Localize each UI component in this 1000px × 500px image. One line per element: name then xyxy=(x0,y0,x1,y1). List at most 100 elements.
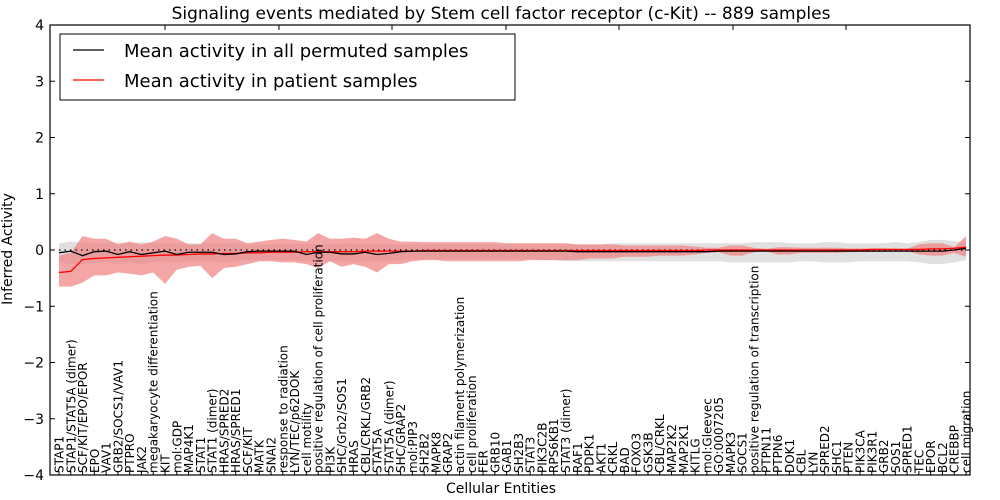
y-axis: −4 −3 −2 −1 0 1 2 3 4 xyxy=(23,18,970,484)
x-tick-label: PIK3CA xyxy=(853,429,867,473)
x-tick-label: GAB1 xyxy=(500,440,514,473)
x-tick-label: STAP1/STAT5A (dimer) xyxy=(64,339,78,473)
y-tick-label: −3 xyxy=(23,412,44,428)
x-tick-label: LYN/TEC/p62DOK xyxy=(288,370,302,473)
x-tick-label: HRAS xyxy=(347,440,361,473)
x-tick-label: GRB10 xyxy=(488,432,502,473)
x-tick-label: CBL/CRKL xyxy=(653,414,667,473)
x-tick-label: STAT5A xyxy=(371,428,385,473)
lines-group xyxy=(58,246,967,274)
x-tick-label: HRAS/SPRED1 xyxy=(229,389,243,473)
x-tick-label: PIK3C2B xyxy=(535,422,549,473)
x-tick-label: MAP4K1 xyxy=(182,424,196,473)
x-tick-label: HRAS/SPRED2 xyxy=(217,389,231,473)
x-tick-label: KITLG xyxy=(689,438,703,473)
x-tick-label: EPO xyxy=(88,449,102,473)
legend: Mean activity in all permuted samples Me… xyxy=(59,33,516,101)
x-tick-label: positive regulation of transcription xyxy=(747,266,761,473)
x-tick-label: PI3K xyxy=(323,446,337,473)
x-tick-label: DOK1 xyxy=(783,439,797,473)
x-tick-label: SCF/KIT/EPO/EPOR xyxy=(76,362,90,473)
x-tick-label: GO:0007205 xyxy=(712,397,726,473)
x-tick-label: RPS6KB1 xyxy=(547,418,561,473)
x-tick-label: response to radiation xyxy=(276,345,290,473)
plot-frame xyxy=(49,24,971,476)
y-tick-label: 2 xyxy=(35,131,44,147)
x-tick-label: VAV1 xyxy=(100,442,114,473)
x-tick-label: STAT3 xyxy=(524,437,538,473)
bands-group xyxy=(59,233,966,287)
x-tick-label: PIK3R1 xyxy=(865,431,879,473)
x-tick-label: PDPK1 xyxy=(583,434,597,473)
x-tick-label: STAT3 (dimer) xyxy=(559,389,573,473)
x-tick-label: positive regulation of cell proliferatio… xyxy=(312,244,326,473)
x-axis-label: Cellular Entities xyxy=(446,481,556,497)
y-tick-label: −2 xyxy=(23,356,44,372)
x-tick-label: mol:Gleevec xyxy=(700,398,714,473)
x-tick-label: JAK2 xyxy=(135,446,149,474)
x-tick-label: PTEN xyxy=(842,442,856,473)
chart-title: Signaling events mediated by Stem cell f… xyxy=(172,4,831,24)
x-tick-label: FOXO3 xyxy=(630,433,644,473)
y-tick-label: 3 xyxy=(35,74,44,90)
x-tick-label: SH2B2 xyxy=(418,433,432,473)
x-tick-label: SHC/GRAP2 xyxy=(394,404,408,473)
x-tick-label: MATK xyxy=(253,439,267,473)
x-tick-label: KIT xyxy=(159,454,173,473)
x-tick-label: BCL2 xyxy=(936,442,950,473)
x-tick-label: MAPK3 xyxy=(724,432,738,473)
x-tick-label: CBL xyxy=(795,449,809,473)
x-tick-label: CREBBP xyxy=(948,425,962,473)
y-axis-label: Inferred Activity xyxy=(0,193,16,305)
x-tick-label: SHC1 xyxy=(830,440,844,473)
y-tick-label: −1 xyxy=(23,299,44,315)
x-tick-label: megakaryocyte differentiation xyxy=(147,291,161,473)
legend-label-permuted: Mean activity in all permuted samples xyxy=(124,41,468,62)
x-tick-label: SH2B3 xyxy=(512,433,526,473)
x-tick-label: SOS1 xyxy=(889,441,903,473)
y-tick-label: −4 xyxy=(23,468,44,484)
x-tick-label: PTPN11 xyxy=(759,427,773,473)
x-tick-label: GRB2/SOCS1/VAV1 xyxy=(111,360,125,473)
x-tick-label: mol:PIP3 xyxy=(406,421,420,473)
y-tick-label: 0 xyxy=(35,243,44,259)
y-tick-label: 4 xyxy=(35,18,44,34)
x-tick-label: PTPN6 xyxy=(771,435,785,473)
permuted-mean-line xyxy=(58,247,967,257)
x-tick-label: BAD xyxy=(618,447,632,473)
x-tick-label: cell proliferation xyxy=(465,375,479,473)
x-tick-label: TEC xyxy=(912,450,926,474)
x-tick-label: STAT1 xyxy=(194,437,208,473)
x-tick-label: STAP1 xyxy=(53,436,67,473)
x-tick-label: PTPRO xyxy=(123,433,137,473)
x-tick-label: MAP2K1 xyxy=(677,424,691,473)
x-tick-label: SPRED1 xyxy=(901,425,915,473)
x-tick-label: GRAP2 xyxy=(441,433,455,473)
x-tick-label: EPOR xyxy=(924,440,938,473)
x-tick-label: STAT1 (dimer) xyxy=(206,389,220,473)
x-tick-label: SOCS1 xyxy=(736,432,750,473)
x-tick-label: MAPK8 xyxy=(429,432,443,473)
legend-box xyxy=(59,33,516,101)
x-tick-label: AKT1 xyxy=(594,443,608,473)
patient-band xyxy=(59,233,966,287)
x-tick-label: cell motility xyxy=(300,403,314,473)
x-tick-label: RAF1 xyxy=(571,442,585,473)
x-tick-label: cell migration xyxy=(960,391,974,473)
x-tick-label: GRB2 xyxy=(877,439,891,473)
x-tick-label: STAT5A (dimer) xyxy=(382,380,396,473)
x-tick-label: MAP2K2 xyxy=(665,424,679,473)
x-tick-label: LYN xyxy=(806,452,820,473)
x-tick-label: actin filament polymerization xyxy=(453,297,467,473)
x-tick-label: mol:GDP xyxy=(170,421,184,473)
x-tick-label: SPRED2 xyxy=(818,425,832,473)
x-tick-label: FER xyxy=(477,450,491,473)
x-tick-label: SHC/Grb2/SOS1 xyxy=(335,378,349,473)
x-tick-label: GSK3B xyxy=(641,432,655,473)
x-tick-label: SCF/KIT xyxy=(241,427,255,473)
x-tick-label: CBL/CRKL/GRB2 xyxy=(359,377,373,473)
x-tick-label: CRKL xyxy=(606,441,620,473)
legend-label-patient: Mean activity in patient samples xyxy=(124,71,418,92)
y-tick-label: 1 xyxy=(35,187,44,203)
